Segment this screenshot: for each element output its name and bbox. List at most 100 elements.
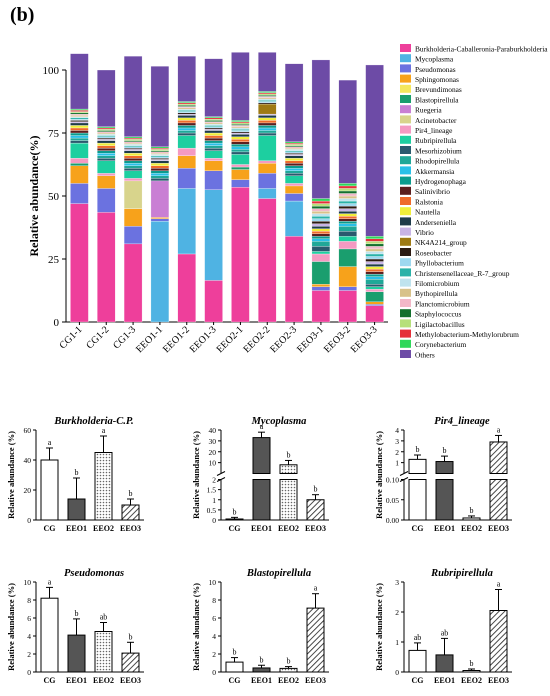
y-tick-label: 2 xyxy=(27,650,31,659)
significance-letter: a xyxy=(102,426,106,435)
bar xyxy=(252,437,271,474)
legend-label: Ralstonia xyxy=(415,197,444,206)
x-tick-label: EEO1 xyxy=(251,524,272,533)
legend-label: Hydrogenophaga xyxy=(415,177,467,186)
significance-letter: b xyxy=(129,489,133,498)
y-tick-label: 1 xyxy=(212,496,216,505)
y-tick-label: 1.5 xyxy=(207,486,217,495)
significance-letter: a xyxy=(497,580,501,589)
bar xyxy=(435,461,454,474)
x-tick-label: EEO3 xyxy=(120,524,141,533)
legend-label: Pseudomonas xyxy=(415,65,456,74)
legend-swatch xyxy=(400,54,411,63)
x-tick-label: EEO1 xyxy=(66,524,87,533)
bar xyxy=(462,670,481,673)
x-tick-label: EEO3 xyxy=(305,524,326,533)
x-tick-label: EEO2 xyxy=(461,524,482,533)
chart-legend: Burkholderia-Caballeronia-Paraburkholder… xyxy=(400,44,548,359)
y-tick-label: 2 xyxy=(395,448,399,457)
rubripirellula-bar-chart: Rubripirellula Relative abundance (%) 0 1 2 3… xyxy=(374,568,512,685)
bar xyxy=(306,607,325,673)
y-tick-label: 0 xyxy=(212,516,216,525)
bar xyxy=(94,631,113,673)
legend-label: Corynebacterium xyxy=(415,340,467,349)
significance-letter: b xyxy=(314,485,318,494)
x-tick-label: CG xyxy=(229,676,241,685)
panel-y-label: Relative abundance (%) xyxy=(6,583,16,671)
legend-swatch xyxy=(400,74,411,83)
y-tick-label: 4 xyxy=(27,632,31,641)
panel-title: Pir4_lineage xyxy=(434,416,490,427)
bar xyxy=(489,441,508,474)
bar xyxy=(40,459,59,521)
y-tick-label: 2 xyxy=(395,608,399,617)
legend-label: Planctomicrobium xyxy=(415,299,470,308)
y-tick-label: 25 xyxy=(48,254,60,266)
panel-y-label: Relative abundance (%) xyxy=(6,431,16,519)
legend-label: Bythopirellula xyxy=(415,289,458,298)
legend-swatch xyxy=(400,176,411,185)
y-tick-label: 2 xyxy=(212,650,216,659)
bar xyxy=(121,652,140,673)
x-tick-label: EEO2 xyxy=(278,524,299,533)
x-tick-label: EEO1 xyxy=(434,524,455,533)
panel-y-label: Relative abundance (%) xyxy=(191,431,201,519)
y-tick-label: 40 xyxy=(24,456,32,465)
y-tick-label: 1 xyxy=(395,459,399,468)
legend-label: Phyllobacterium xyxy=(415,259,464,268)
legend-swatch xyxy=(400,95,411,103)
significance-letter: a xyxy=(48,577,52,586)
x-tick-label: EEO2 xyxy=(461,676,482,685)
panel-label: (b) xyxy=(10,4,35,26)
bar xyxy=(225,518,244,521)
y-tick-label: 40 xyxy=(209,426,217,435)
legend-swatch xyxy=(400,146,411,154)
panel-y-label: Relative abundance (%) xyxy=(374,431,384,519)
bar-segment xyxy=(97,69,116,127)
bar xyxy=(225,661,244,673)
bar xyxy=(67,498,86,521)
y-tick-label: 20 xyxy=(24,486,32,495)
y-tick-label: 10 xyxy=(209,459,217,468)
legend-swatch xyxy=(400,207,411,216)
y-tick-label: 0 xyxy=(54,317,60,329)
panel-y-label: Relative abundance (%) xyxy=(191,583,201,671)
legend-swatch xyxy=(400,288,411,297)
legend-swatch xyxy=(400,105,411,114)
y-tick-label: 4 xyxy=(212,632,216,641)
legend-label: Vibrio xyxy=(415,228,434,237)
y-tick-label: 2 xyxy=(212,476,216,485)
x-tick-label: CG xyxy=(412,676,424,685)
bar-segment xyxy=(338,79,357,184)
bar xyxy=(408,479,427,521)
y-tick-label: 0.10 xyxy=(386,476,399,485)
bar xyxy=(489,479,508,521)
legend-swatch xyxy=(400,227,411,236)
bar xyxy=(279,667,298,673)
significance-letter: ab xyxy=(441,628,449,637)
y-axis-label: Relative abundance(%) xyxy=(27,136,41,257)
x-tick-label: CG xyxy=(44,524,56,533)
x-tick-label: EEO3 xyxy=(488,524,509,533)
significance-letter: b xyxy=(470,659,474,668)
y-tick-label: 10 xyxy=(209,578,217,587)
significance-letter: a xyxy=(48,438,52,447)
significance-letter: b xyxy=(470,506,474,515)
y-tick-label: 20 xyxy=(209,448,217,457)
bar xyxy=(67,634,86,673)
legend-label: Rhodopirellula xyxy=(415,157,460,166)
bar xyxy=(435,479,454,521)
legend-swatch xyxy=(400,84,411,93)
legend-swatch xyxy=(400,248,411,256)
y-tick-label: 3 xyxy=(395,578,399,587)
bar xyxy=(94,452,113,521)
legend-label: Anderseniella xyxy=(415,218,457,227)
y-tick-label: 8 xyxy=(212,596,216,605)
legend-label: Mesorhizobium xyxy=(415,146,462,155)
bar xyxy=(252,479,271,521)
legend-swatch xyxy=(400,186,411,195)
legend-label: Acinetobacter xyxy=(415,116,457,125)
bar xyxy=(462,517,481,521)
y-tick-label: 30 xyxy=(209,437,217,446)
y-tick-label: 0.5 xyxy=(207,506,217,515)
